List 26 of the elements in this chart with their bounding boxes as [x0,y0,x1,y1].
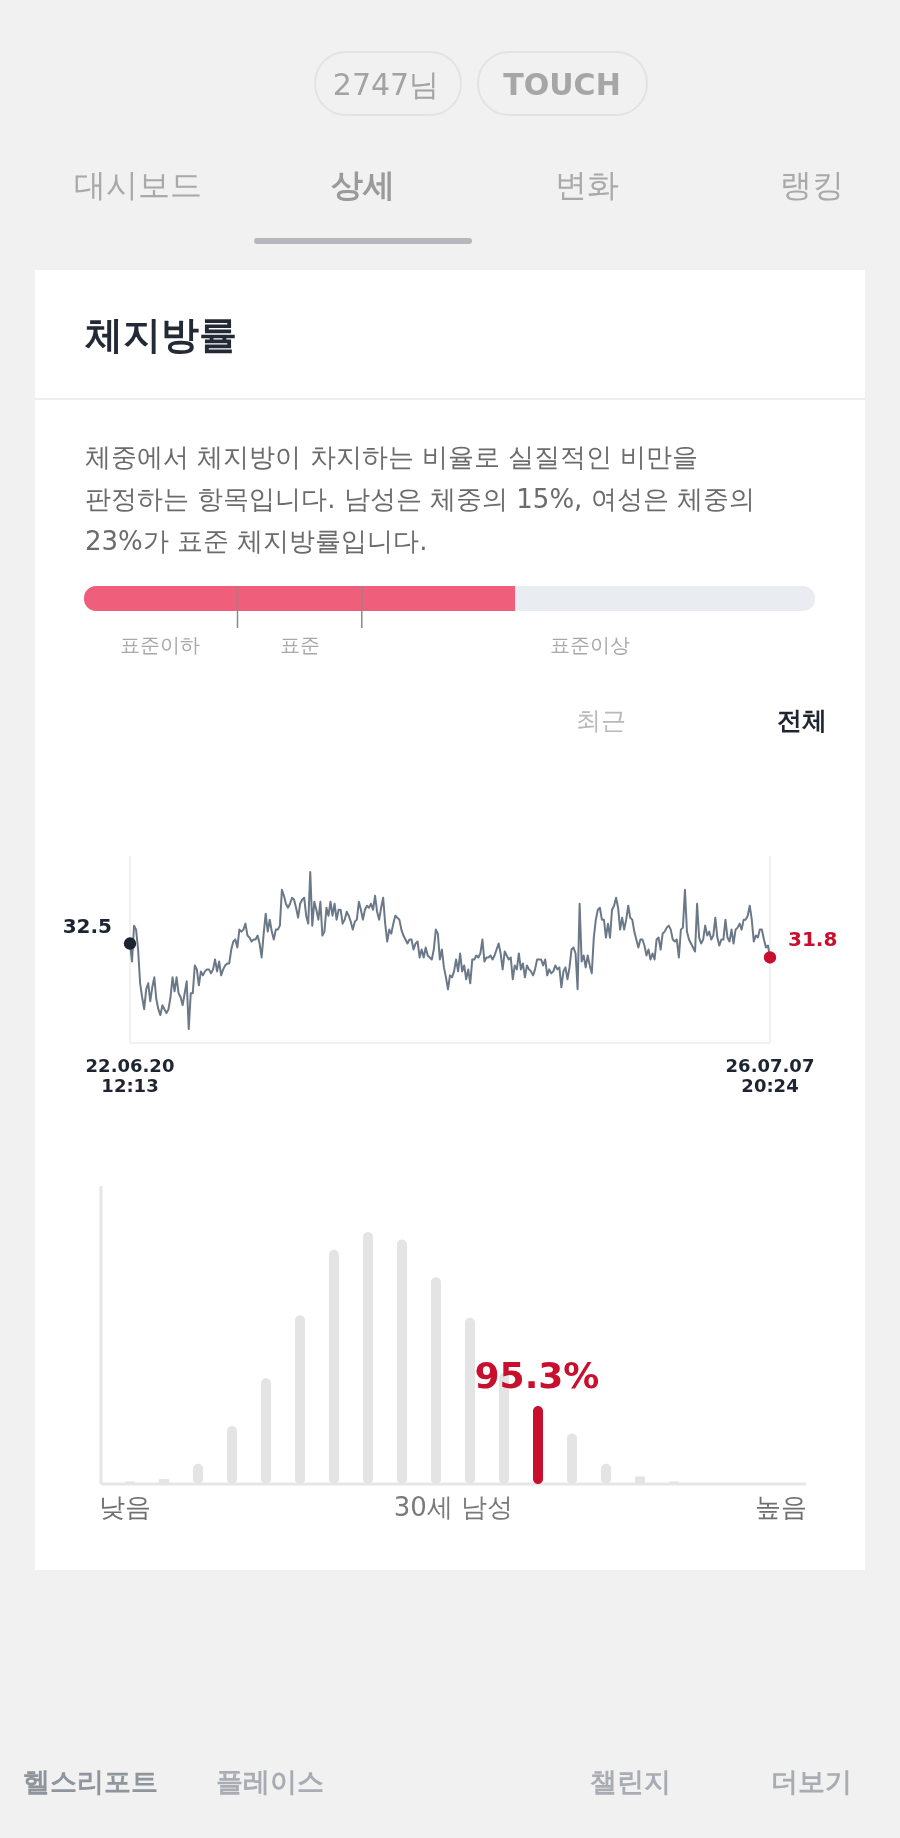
text: 표준 [280,633,320,657]
text: 전체 [777,706,827,735]
text: 상세 [331,166,395,204]
text: 변화 [555,166,619,204]
text: 표준이하 [120,633,200,657]
x-tick-label: 22.06.20 12:13 [85,1055,175,1096]
x-tick-label: 높음 [755,1492,807,1522]
text: 랭킹 [780,166,844,204]
x-tick-label: 낮음 [99,1492,151,1522]
text: 표준이상 [550,633,630,657]
data-label: 31.8 [788,927,838,952]
text: 플레이스 [216,1766,324,1797]
annotation: 95.3% [474,1355,600,1396]
text: 더보기 [770,1766,852,1797]
text: 헬스리포트 [22,1766,158,1797]
chart-subtitle: 체중에서 체지방이 차지하는 비율로 실질적인 비만을 판정하는 항목입니다. 남성은 체중의 15%, 여성은 체중의 23%가 표준 체지방률입니다. [85,442,755,556]
x-tick-label: 26.07.07 20:24 [725,1055,815,1096]
text: TOUCH [503,67,621,102]
text: 2747님 [332,67,440,102]
text: 최근 [576,706,626,735]
text: 챌린지 [589,1766,671,1797]
chart-title: 체지방률 [85,313,237,357]
bar [533,1405,543,1484]
data-label: 32.5 [62,913,112,938]
x-axis-title: 30세 남성 [393,1492,514,1522]
text: 대시보드 [74,166,202,204]
